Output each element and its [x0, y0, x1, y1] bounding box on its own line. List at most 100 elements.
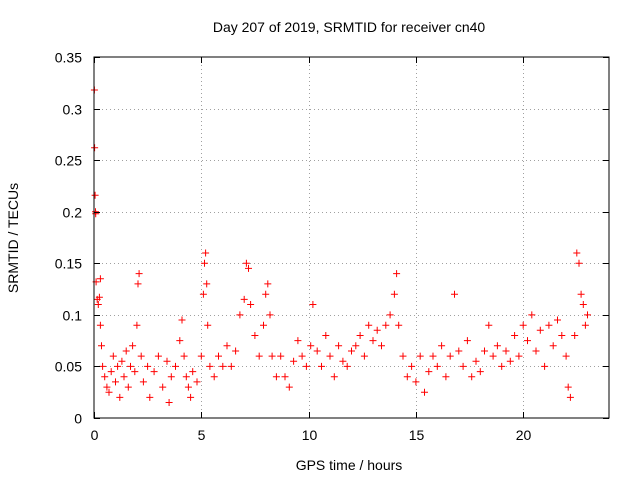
- data-point: [446, 352, 454, 360]
- data-point: [545, 321, 553, 329]
- data-point: [335, 342, 343, 350]
- data-point: [91, 191, 99, 199]
- data-point: [566, 393, 574, 401]
- data-point: [459, 362, 467, 370]
- data-point: [96, 275, 104, 283]
- y-tick-label: 0.35: [55, 50, 82, 66]
- y-tick-label: 0.15: [55, 256, 82, 272]
- data-point: [268, 352, 276, 360]
- data-point: [193, 378, 201, 386]
- data-point: [433, 362, 441, 370]
- data-point: [558, 332, 566, 339]
- y-axis-title: SRMTID / TECUs: [5, 183, 21, 293]
- data-point: [564, 383, 572, 391]
- data-point: [232, 347, 240, 355]
- data-point: [184, 383, 192, 391]
- data-point: [99, 362, 107, 370]
- data-point: [96, 321, 104, 329]
- y-tick-label: 0: [74, 411, 82, 427]
- data-point: [511, 332, 519, 339]
- data-point: [98, 342, 105, 350]
- data-point: [386, 311, 394, 319]
- x-tick-label: 10: [302, 427, 318, 443]
- data-point: [180, 352, 188, 360]
- data-point: [178, 316, 186, 324]
- data-point: [118, 357, 126, 365]
- data-point: [139, 378, 147, 386]
- data-point: [524, 337, 531, 345]
- data-point: [373, 326, 381, 334]
- data-point: [549, 342, 557, 350]
- data-point: [455, 347, 463, 355]
- data-point: [463, 337, 471, 345]
- data-point: [187, 393, 195, 401]
- data-point: [172, 362, 179, 370]
- data-point: [204, 321, 212, 329]
- data-point: [202, 249, 210, 257]
- data-point: [114, 362, 122, 370]
- data-point: [167, 373, 175, 381]
- data-point: [146, 393, 154, 401]
- data-point: [575, 259, 583, 267]
- data-point: [369, 337, 377, 345]
- data-point: [519, 321, 527, 329]
- data-point: [498, 362, 506, 370]
- data-point: [260, 321, 267, 329]
- data-point: [92, 210, 100, 218]
- data-point: [203, 280, 211, 288]
- data-point: [515, 352, 523, 360]
- data-point: [339, 357, 347, 365]
- y-tick-label: 0.1: [63, 308, 83, 324]
- data-point: [109, 352, 117, 360]
- data-point: [290, 357, 298, 365]
- data-point: [242, 259, 250, 267]
- data-point: [120, 373, 128, 381]
- data-point: [438, 342, 446, 350]
- data-point: [302, 362, 310, 370]
- data-point: [528, 311, 536, 319]
- data-point: [489, 352, 497, 360]
- data-point: [199, 290, 207, 298]
- data-point: [365, 321, 373, 329]
- data-point: [127, 362, 134, 370]
- data-point: [294, 337, 302, 345]
- data-point: [144, 362, 152, 370]
- data-point: [197, 352, 205, 360]
- data-point: [206, 362, 214, 370]
- data-point: [399, 352, 407, 360]
- data-point: [133, 321, 141, 329]
- data-point: [137, 352, 145, 360]
- y-tick-label: 0.05: [55, 359, 82, 375]
- data-point: [506, 357, 514, 365]
- data-point: [412, 378, 420, 386]
- data-point: [442, 373, 450, 381]
- data-point: [262, 290, 270, 298]
- x-tick-label: 15: [409, 427, 425, 443]
- axis-ticks: 0 0.05 0.1 0.15 0.2 0.25 0.3 0.35 0 5 10 15 20: [55, 50, 609, 443]
- data-point: [416, 352, 424, 360]
- data-point: [163, 357, 171, 365]
- data-point: [326, 352, 334, 360]
- data-point: [176, 337, 184, 345]
- data-point: [577, 290, 585, 298]
- data-point: [425, 368, 433, 376]
- data-point: [330, 373, 338, 381]
- data-point: [348, 347, 355, 355]
- data-point: [210, 373, 218, 381]
- data-point: [408, 362, 416, 370]
- data-point: [227, 362, 235, 370]
- data-point: [502, 347, 510, 355]
- data-point: [129, 342, 137, 350]
- data-point: [255, 352, 263, 360]
- chart-title: Day 207 of 2019, SRMTID for receiver cn4…: [213, 19, 486, 35]
- data-point: [165, 399, 173, 406]
- data-point: [421, 388, 428, 396]
- data-point: [236, 311, 244, 319]
- data-point: [584, 311, 591, 319]
- data-point: [103, 383, 111, 391]
- data-point: [395, 321, 403, 329]
- data-point: [451, 290, 458, 298]
- data-point: [94, 301, 102, 308]
